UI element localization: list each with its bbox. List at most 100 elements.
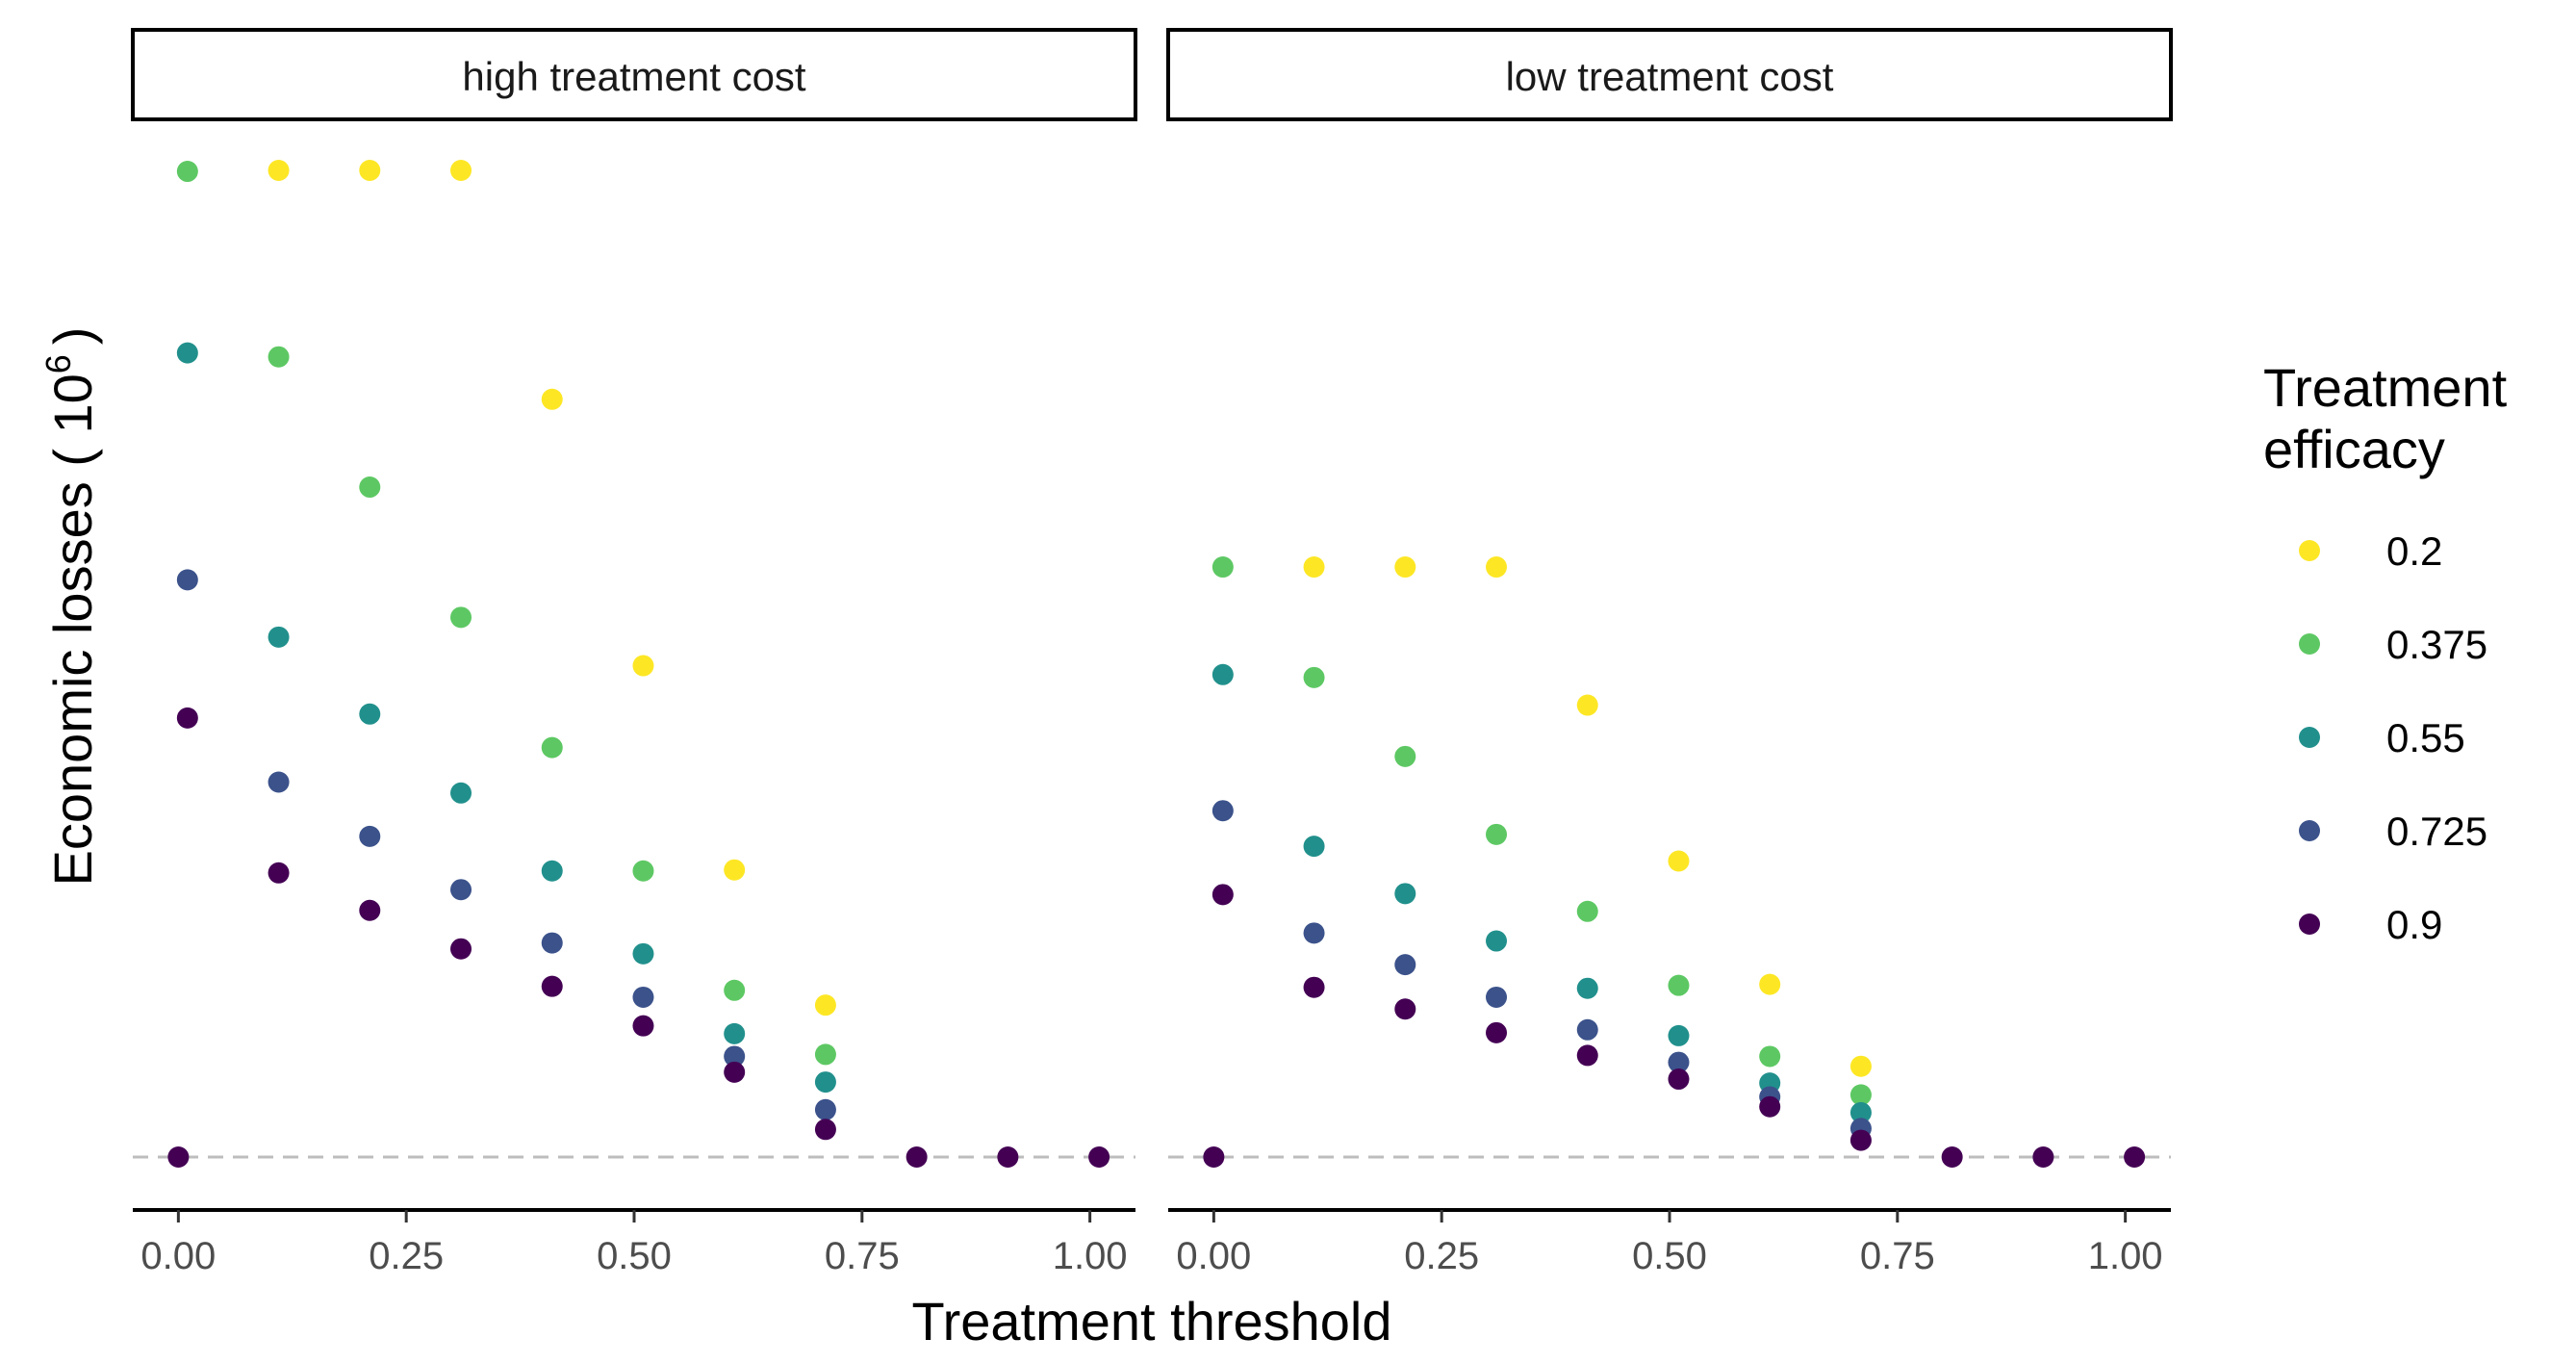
data-point	[359, 476, 381, 499]
data-point	[450, 879, 472, 901]
data-point	[450, 782, 472, 804]
data-point	[268, 160, 290, 181]
data-point	[814, 1071, 836, 1094]
data-point	[814, 1043, 836, 1066]
data-point	[1849, 1101, 1872, 1123]
data-point	[359, 160, 381, 181]
x-axis-ticks-high-cost: 0.00 0.25 0.50 0.75 1.00	[140, 1210, 1128, 1277]
strip-label-high-cost: high treatment cost	[462, 54, 806, 99]
legend-title-line-1: Treatment	[2263, 357, 2508, 418]
data-point	[359, 703, 381, 725]
data-point	[176, 342, 198, 364]
legend-key	[2299, 914, 2320, 935]
data-point	[541, 932, 563, 954]
data-point	[724, 979, 746, 1001]
y-axis-title-text: Economic losses ( 106)	[38, 327, 103, 887]
data-point	[268, 862, 290, 884]
x-axis-ticks-low-cost: 0.00 0.25 0.50 0.75 1.00	[1176, 1210, 2163, 1277]
data-point	[1303, 922, 1325, 944]
strip-box-high-cost	[131, 28, 1137, 121]
data-point	[1849, 1129, 1872, 1151]
legend-label: 0.725	[2386, 809, 2487, 854]
data-point	[1759, 1045, 1781, 1068]
data-point	[359, 825, 381, 847]
data-point	[997, 1146, 1019, 1168]
data-point	[1486, 1021, 1508, 1043]
data-point	[1668, 1051, 1690, 1073]
data-point	[450, 606, 472, 629]
data-point	[2124, 1146, 2146, 1168]
data-point	[632, 655, 654, 677]
data-point	[724, 1022, 746, 1044]
data-point	[1668, 974, 1690, 996]
y-axis-title: Economic losses ( 106)	[38, 327, 103, 887]
data-point	[541, 388, 563, 410]
data-point	[1576, 977, 1598, 999]
data-point	[1394, 556, 1416, 579]
legend-label: 0.375	[2386, 622, 2487, 667]
data-point	[632, 1015, 654, 1037]
data-point	[1576, 694, 1598, 716]
x-tick-label: 0.25	[1404, 1235, 1479, 1277]
data-point	[814, 1098, 836, 1120]
x-tick-label: 1.00	[1053, 1235, 1128, 1277]
data-point	[1576, 1044, 1598, 1067]
strip-box-low-cost	[1166, 28, 2173, 121]
data-point	[167, 1146, 190, 1168]
y-axis-title-main: Economic losses ( 10	[42, 373, 103, 886]
data-point	[1486, 823, 1508, 845]
data-point	[541, 975, 563, 997]
data-point	[1303, 556, 1325, 579]
data-point	[905, 1146, 928, 1168]
data-point	[1394, 883, 1416, 905]
x-tick-label: 0.50	[597, 1235, 672, 1277]
data-point	[1394, 954, 1416, 976]
data-point	[1486, 930, 1508, 952]
data-point	[724, 859, 746, 881]
data-point	[1759, 1095, 1781, 1118]
data-point	[814, 994, 836, 1017]
points-high-cost	[167, 160, 1110, 1168]
data-point	[176, 161, 198, 183]
data-point	[1486, 556, 1508, 579]
x-tick-label: 0.25	[369, 1235, 444, 1277]
data-point	[541, 860, 563, 882]
legend-title-line-2: efficacy	[2263, 419, 2445, 479]
panel-high-treatment-cost: high treatment cost 0.00 0.25 0.50 0.75 1.00	[131, 28, 1137, 1277]
data-point	[1849, 1084, 1872, 1106]
data-point	[1211, 800, 1234, 822]
legend-key	[2299, 727, 2320, 748]
strip-label-low-cost: low treatment cost	[1506, 54, 1834, 99]
panel-low-treatment-cost: low treatment cost 0.00 0.25 0.50 0.75 1.00	[1166, 28, 2173, 1277]
data-point	[268, 626, 290, 648]
data-point	[1303, 666, 1325, 688]
data-point	[176, 569, 198, 591]
data-point	[1849, 1055, 1872, 1077]
x-tick-label: 0.75	[825, 1235, 900, 1277]
data-point	[1576, 1018, 1598, 1041]
data-point	[1211, 556, 1234, 579]
x-tick-label: 0.50	[1632, 1235, 1707, 1277]
data-point	[1394, 998, 1416, 1020]
legend-entries: 0.2 0.375 0.55 0.725 0.9	[2299, 528, 2487, 947]
data-point	[1088, 1146, 1110, 1168]
data-point	[450, 938, 472, 960]
points-low-cost	[1203, 556, 2146, 1168]
legend-key	[2299, 633, 2320, 655]
data-point	[1941, 1146, 1963, 1168]
data-point	[1394, 745, 1416, 767]
data-point	[632, 860, 654, 882]
data-point	[541, 736, 563, 759]
data-point	[724, 1045, 746, 1068]
data-point	[268, 346, 290, 368]
data-point	[1303, 836, 1325, 858]
legend-label: 0.9	[2386, 902, 2442, 947]
x-tick-label: 1.00	[2088, 1235, 2163, 1277]
data-point	[1211, 884, 1234, 906]
data-point	[1486, 986, 1508, 1008]
data-point	[2032, 1146, 2054, 1168]
x-axis-title: Treatment threshold	[911, 1291, 1391, 1351]
y-axis-title-close: )	[42, 327, 103, 346]
data-point	[632, 942, 654, 965]
y-axis-title-exponent: 6	[38, 354, 78, 373]
